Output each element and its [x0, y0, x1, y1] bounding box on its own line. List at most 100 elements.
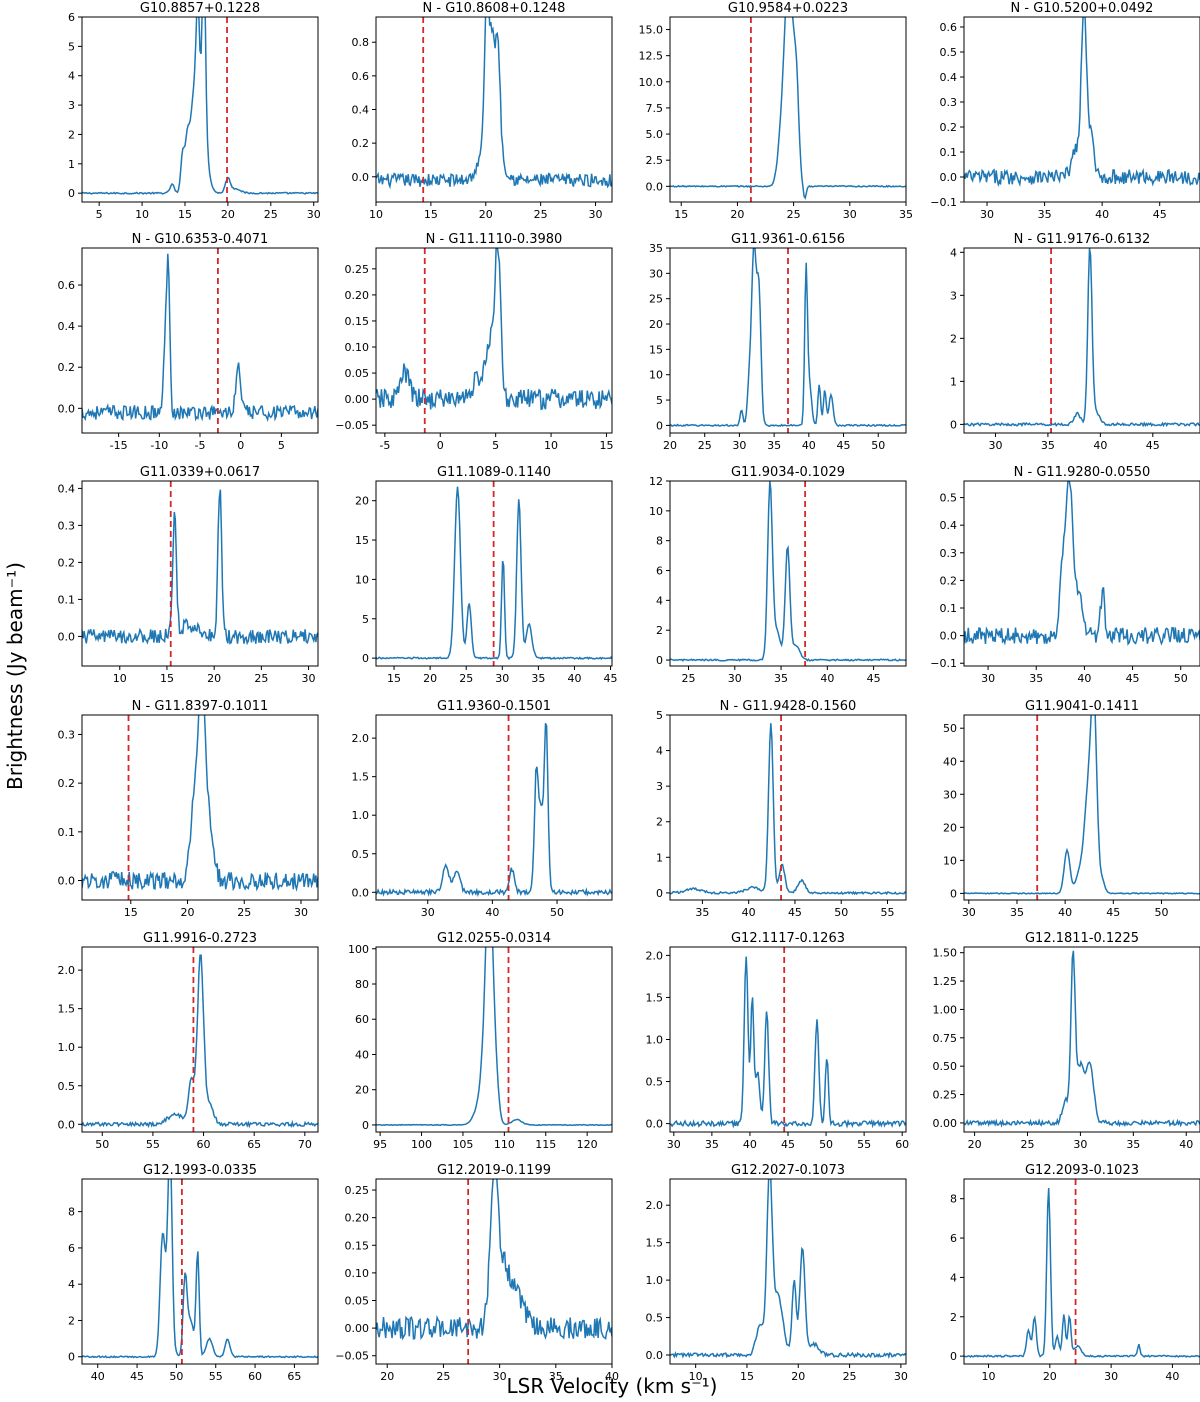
- x-tick-label: 50: [1174, 672, 1188, 685]
- y-tick-label: −0.05: [335, 1350, 369, 1363]
- y-tick-label: 3: [68, 99, 75, 112]
- x-tick-label: 30: [307, 208, 321, 221]
- spectrum-line: [82, 715, 318, 892]
- panel-title: G12.2093-0.1023: [1025, 1163, 1139, 1178]
- x-tick-label: 60: [248, 1370, 262, 1383]
- x-tick-label: 5: [492, 439, 499, 452]
- y-tick-label: 4: [950, 1271, 957, 1284]
- y-tick-label: 2: [68, 128, 75, 141]
- y-tick-label: 2: [68, 1314, 75, 1327]
- x-tick-label: 50: [871, 439, 885, 452]
- x-tick-label: 55: [146, 1138, 160, 1151]
- panel-frame: [81, 480, 319, 667]
- y-tick-label: 2.5: [646, 154, 664, 167]
- y-tick-label: 8: [656, 535, 663, 548]
- panel-title: G11.9916-0.2723: [143, 931, 257, 946]
- x-tick-label: 40: [820, 672, 834, 685]
- y-tick-label: 2: [656, 624, 663, 637]
- panel-frame: [81, 1178, 319, 1365]
- spectrum-line: [670, 723, 906, 896]
- x-tick-label: 60: [895, 1138, 909, 1151]
- x-tick-label: 25: [254, 672, 268, 685]
- x-tick-label: 15: [124, 906, 138, 919]
- x-tick-label: 0: [237, 439, 244, 452]
- y-tick-label: 8: [950, 1193, 957, 1206]
- y-tick-label: 5: [656, 709, 663, 722]
- y-tick-label: 1.5: [58, 1003, 76, 1016]
- y-tick-label: 0.0: [352, 171, 370, 184]
- spectrum-panel: N - G11.8397-0.1011 15 20 25 30 0.0 0.1 0.2 0.3: [58, 699, 319, 919]
- x-tick-label: 100: [411, 1138, 432, 1151]
- y-tick-label: 0.5: [646, 1076, 664, 1089]
- y-tick-label: 0.2: [940, 574, 958, 587]
- x-tick-label: 50: [834, 906, 848, 919]
- y-tick-label: 4: [656, 745, 663, 758]
- y-tick-label: −0.05: [335, 419, 369, 432]
- panel-title: G10.8857+0.1228: [140, 1, 260, 16]
- x-tick-label: 5: [278, 439, 285, 452]
- y-tick-label: 2.0: [646, 949, 664, 962]
- y-tick-label: 40: [355, 1048, 369, 1061]
- y-tick-label: 0.4: [58, 482, 76, 495]
- x-tick-label: 15: [740, 1370, 754, 1383]
- spectrum-panel: N - G11.1110-0.3980 -5 0 5 10 15 −0.05 0.00 0.05…: [335, 232, 613, 452]
- spectrum-line: [964, 17, 1200, 188]
- panel-frame: [81, 16, 319, 203]
- panel-title: G11.9034-0.1029: [731, 465, 845, 480]
- y-tick-label: 0.0: [58, 875, 76, 888]
- spectrum-line: [82, 489, 318, 646]
- y-tick-label: 0.4: [940, 71, 958, 84]
- y-tick-label: 80: [355, 978, 369, 991]
- x-tick-label: 40: [605, 1370, 619, 1383]
- y-tick-label: 0: [656, 419, 663, 432]
- spectrum-line: [82, 954, 318, 1129]
- x-tick-label: 45: [130, 1370, 144, 1383]
- y-tick-label: 0.3: [940, 547, 958, 560]
- x-tick-label: 45: [781, 1138, 795, 1151]
- panel-title: G10.9584+0.0223: [728, 1, 848, 16]
- y-tick-label: 4: [68, 70, 75, 83]
- x-tick-label: 20: [181, 906, 195, 919]
- panel-frame: [375, 714, 613, 901]
- spectrum-line: [376, 723, 612, 898]
- x-tick-label: 40: [742, 906, 756, 919]
- y-tick-label: 60: [355, 1013, 369, 1026]
- spectrum-line: [376, 17, 612, 190]
- y-tick-label: 1.5: [352, 771, 370, 784]
- x-tick-label: 45: [1126, 672, 1140, 685]
- y-tick-label: 0.0: [58, 1118, 76, 1131]
- y-tick-label: 5: [656, 394, 663, 407]
- y-tick-label: 0.15: [345, 1239, 370, 1252]
- y-tick-label: 0.15: [345, 315, 370, 328]
- panel-frame: [963, 1178, 1200, 1365]
- y-tick-label: 0.5: [940, 492, 958, 505]
- spectrum-line: [964, 1187, 1200, 1358]
- y-tick-label: 20: [943, 821, 957, 834]
- y-tick-label: 2: [950, 1311, 957, 1324]
- x-tick-label: 30: [421, 906, 435, 919]
- y-tick-label: 0.05: [345, 1294, 370, 1307]
- x-tick-label: 20: [479, 208, 493, 221]
- panel-frame: [963, 247, 1200, 434]
- spectrum-panel: G10.9584+0.0223 15 20 25 30 35 0.0 2.5 5.0 7.5 10.…: [639, 1, 914, 221]
- y-tick-label: 0.00: [345, 393, 370, 406]
- x-tick-label: 25: [436, 1370, 450, 1383]
- spectrum-line: [670, 1179, 906, 1359]
- y-tick-label: 0.5: [646, 1312, 664, 1325]
- x-tick-label: 30: [962, 906, 976, 919]
- x-tick-label: 40: [1093, 439, 1107, 452]
- y-tick-label: 0: [68, 187, 75, 200]
- panel-title: G12.2027-0.1073: [731, 1163, 845, 1178]
- spectrum-line: [964, 248, 1200, 428]
- y-tick-label: 0: [362, 652, 369, 665]
- x-tick-label: 40: [1179, 1138, 1193, 1151]
- y-tick-label: 0.00: [345, 1322, 370, 1335]
- x-tick-label: 30: [894, 1370, 908, 1383]
- panel-title: G12.1811-0.1225: [1025, 931, 1139, 946]
- x-tick-label: 40: [567, 672, 581, 685]
- y-tick-label: 12.5: [639, 50, 664, 63]
- x-tick-label: 20: [380, 1370, 394, 1383]
- x-tick-label: 30: [843, 208, 857, 221]
- y-tick-label: 0.4: [58, 320, 76, 333]
